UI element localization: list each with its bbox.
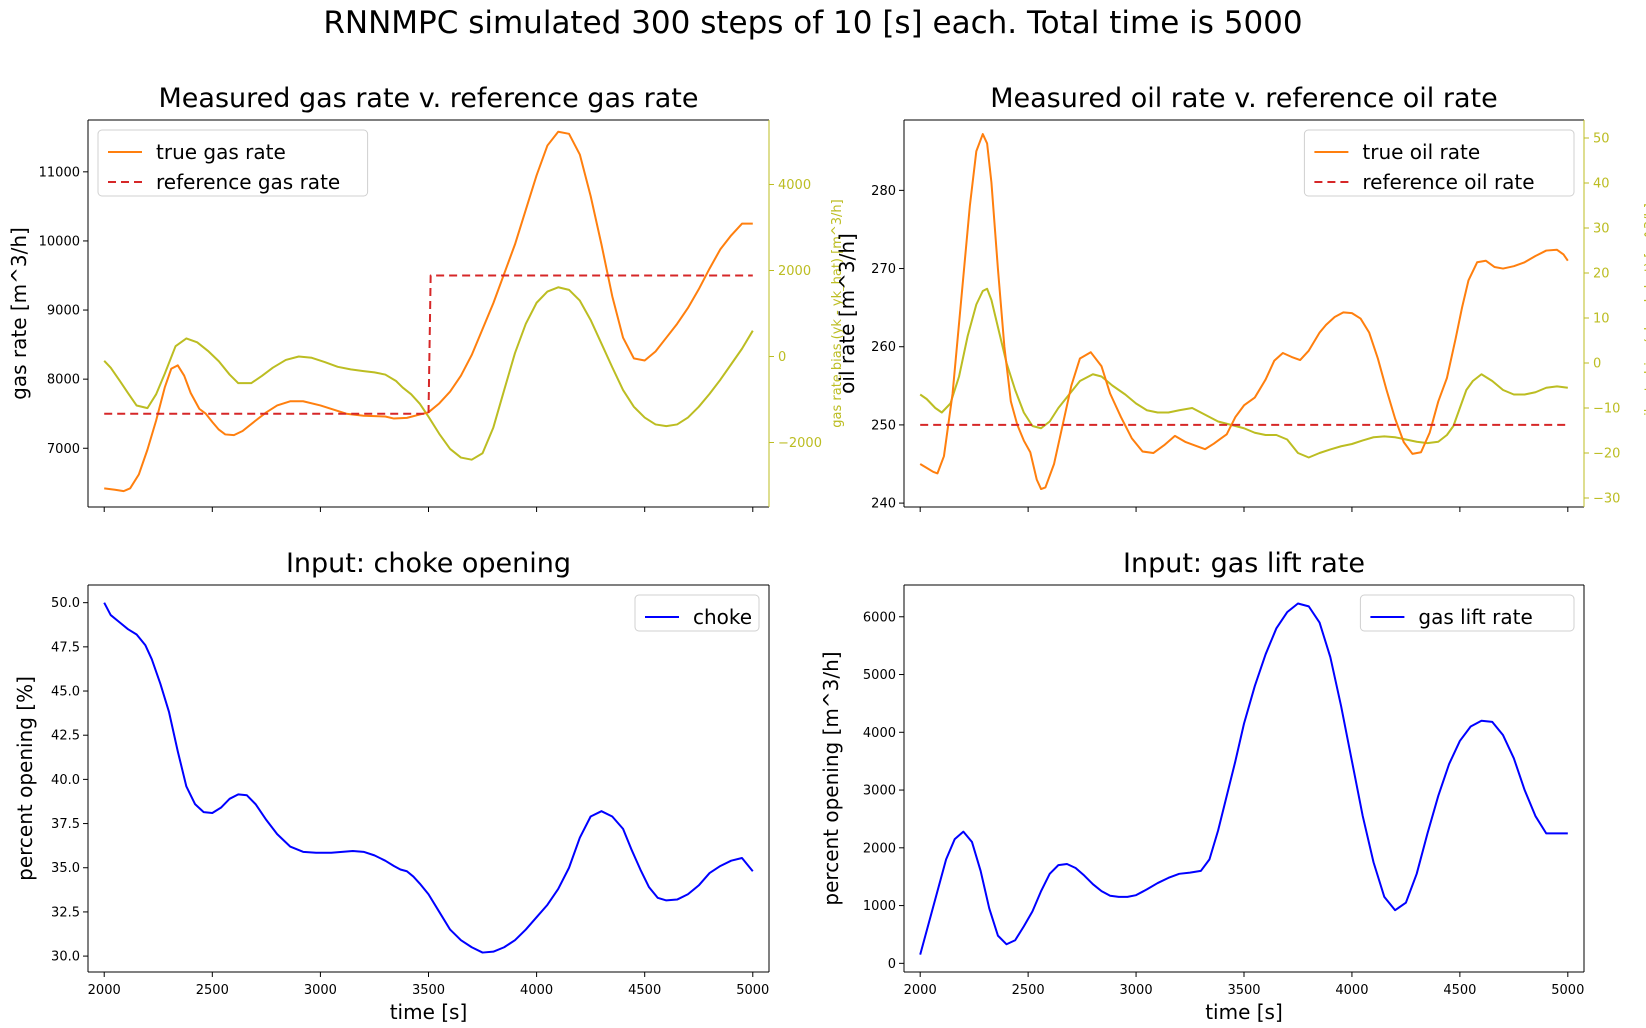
- chart-title: Measured gas rate v. reference gas rate: [159, 83, 699, 114]
- y-tick-label: 32.5: [51, 905, 80, 920]
- y-tick-label: 9000: [47, 304, 80, 319]
- y-tick-label: 270: [871, 262, 896, 277]
- y-tick-label: 280: [871, 184, 896, 199]
- chart-title: Input: choke opening: [286, 548, 571, 579]
- series-group: [103, 130, 754, 493]
- y-tick-label: 2000: [863, 841, 896, 856]
- legend-box: [1359, 594, 1575, 632]
- legend-label: true oil rate: [1362, 140, 1480, 164]
- y-tick-label: 6000: [863, 610, 896, 625]
- y2-tick-label: 0: [1593, 357, 1601, 372]
- y-tick-label: 10000: [39, 234, 80, 249]
- y-tick-label: 260: [871, 340, 896, 355]
- y-axis-label: percent opening [m^3/h]: [819, 651, 843, 905]
- y-tick-label: 11000: [39, 165, 80, 180]
- x-tick-label: 3500: [412, 983, 445, 998]
- x-tick-label: 3000: [304, 983, 337, 998]
- y-tick-label: 4000: [863, 726, 896, 741]
- y2-tick-label: −20: [1593, 447, 1620, 462]
- chart-title: Input: gas lift rate: [1123, 548, 1365, 579]
- series-group: [919, 133, 1569, 491]
- y2-tick-label: 40: [1593, 177, 1610, 192]
- x-tick-label: 4500: [1443, 983, 1476, 998]
- y-tick-label: 240: [871, 497, 896, 512]
- series-line-right-axis: [919, 287, 1568, 459]
- y2-axis-label: gas rate bias (yk - yk_hat) [m^3/h]: [830, 199, 845, 427]
- y-axis-label: oil rate [m^3/h]: [835, 233, 859, 394]
- legend-box: [97, 129, 369, 197]
- y-tick-label: 42.5: [51, 729, 80, 744]
- y2-tick-label: 10: [1593, 312, 1610, 327]
- legend-label: gas lift rate: [1418, 605, 1532, 629]
- y2-tick-label: 30: [1593, 222, 1610, 237]
- series-line-reference-gas-rate: [104, 274, 753, 415]
- chart-panels: Measured gas rate v. reference gas rate 7…: [7, 83, 1646, 1024]
- legend: true gas rate reference gas rate: [97, 129, 369, 197]
- y-tick-label: 30.0: [51, 950, 80, 965]
- y2-tick-label: 20: [1593, 267, 1610, 282]
- x-tick-label: 3500: [1227, 983, 1260, 998]
- x-axis-label: time [s]: [1205, 1000, 1283, 1024]
- x-axis-label: time [s]: [390, 1000, 468, 1024]
- x-tick-label: 3000: [1120, 983, 1153, 998]
- x-tick-label: 4000: [520, 983, 553, 998]
- y2-tick-label: 4000: [778, 178, 811, 193]
- x-tick-label: 2500: [1012, 983, 1045, 998]
- legend: true oil rate reference oil rate: [1303, 129, 1575, 197]
- series-group: [919, 602, 1568, 955]
- x-tick-label: 4000: [1335, 983, 1368, 998]
- legend-box: [634, 594, 760, 632]
- y-tick-label: 40.0: [51, 773, 80, 788]
- y2-tick-label: 0: [778, 350, 786, 365]
- y-tick-label: 37.5: [51, 817, 80, 832]
- legend-label: reference oil rate: [1362, 170, 1534, 194]
- chart-gaslift: Input: gas lift rate 2000 2500 3000 3500 4000…: [819, 548, 1585, 1024]
- y-tick-label: 3000: [863, 784, 896, 799]
- series-line-gas-lift-rate: [919, 602, 1568, 955]
- series-line-true-oil-rate: [919, 133, 1569, 491]
- series-line-right-axis: [103, 286, 754, 461]
- y-tick-label: 250: [871, 418, 896, 433]
- y2-tick-label: 2000: [778, 264, 811, 279]
- legend: gas lift rate: [1359, 594, 1575, 632]
- y-tick-label: 5000: [863, 668, 896, 683]
- y2-tick-label: −2000: [778, 436, 822, 451]
- y-tick-label: 47.5: [51, 640, 80, 655]
- legend: choke: [634, 594, 760, 632]
- y-tick-label: 50.0: [51, 596, 80, 611]
- y-tick-label: 45.0: [51, 685, 80, 700]
- chart-title: Measured oil rate v. reference oil rate: [990, 83, 1498, 114]
- chart-oil: Measured oil rate v. reference oil rate 2…: [835, 83, 1646, 512]
- x-tick-label: 2000: [88, 983, 121, 998]
- figure-suptitle: RNNMPC simulated 300 steps of 10 [s] eac…: [323, 5, 1302, 41]
- y-tick-label: 0: [888, 957, 896, 972]
- y-axis-label: percent opening [%]: [13, 676, 37, 881]
- y2-tick-label: −30: [1593, 492, 1620, 507]
- legend-label: choke: [693, 605, 752, 629]
- y-tick-label: 35.0: [51, 861, 80, 876]
- x-tick-label: 5000: [736, 983, 769, 998]
- chart-choke: Input: choke opening 2000 2500 3000 3500 4000…: [13, 548, 770, 1024]
- x-tick-label: 2500: [196, 983, 229, 998]
- legend-label: true gas rate: [156, 140, 286, 164]
- series-group: [103, 602, 754, 954]
- x-tick-label: 4500: [628, 983, 661, 998]
- series-line-choke: [103, 602, 754, 954]
- y-axis-label: gas rate [m^3/h]: [7, 227, 31, 400]
- y-tick-label: 8000: [47, 373, 80, 388]
- y-tick-label: 7000: [47, 442, 80, 457]
- series-line-true-gas-rate: [104, 130, 753, 493]
- x-tick-label: 2000: [904, 983, 937, 998]
- legend-box: [1303, 129, 1575, 197]
- x-tick-label: 5000: [1551, 983, 1584, 998]
- chart-gas: Measured gas rate v. reference gas rate 7…: [7, 83, 845, 512]
- y2-tick-label: 50: [1593, 132, 1610, 147]
- y-tick-label: 1000: [863, 899, 896, 914]
- y2-tick-label: −10: [1593, 402, 1620, 417]
- legend-label: reference gas rate: [156, 170, 340, 194]
- y2-axis-label: oil rate bias (yk - yk_hat) [m^3/h]: [1643, 203, 1646, 424]
